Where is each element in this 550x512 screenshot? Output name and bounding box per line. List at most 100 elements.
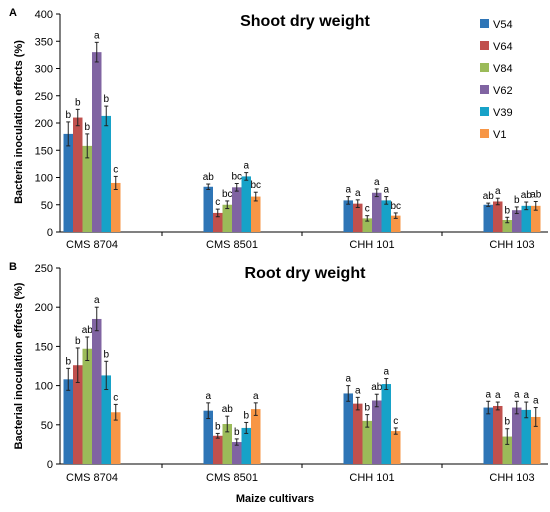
bar (213, 212, 223, 232)
bar (73, 365, 83, 464)
y-tick-label: 50 (41, 420, 53, 432)
bar (241, 176, 251, 232)
bar (512, 407, 522, 464)
bar (362, 218, 372, 232)
significance-label: b (514, 195, 520, 206)
panel-label: B (9, 261, 17, 273)
bar (343, 393, 353, 464)
bar (372, 192, 382, 232)
y-tick-label: 100 (35, 173, 53, 185)
significance-label: b (234, 427, 240, 438)
bar (92, 318, 102, 464)
significance-label: c (393, 416, 398, 427)
bar (381, 200, 391, 232)
legend-label: V64 (493, 41, 513, 53)
bar (73, 117, 83, 232)
y-tick-label: 0 (47, 459, 53, 471)
legend-label: V62 (493, 85, 513, 97)
significance-label: a (94, 30, 100, 41)
bar (531, 205, 541, 232)
significance-label: b (75, 336, 81, 347)
significance-label: a (205, 391, 211, 402)
legend-label: V1 (493, 129, 506, 141)
legend-label: V54 (493, 19, 513, 31)
bar (391, 215, 401, 232)
bar (483, 204, 493, 232)
significance-label: c (215, 197, 220, 208)
significance-label: c (113, 392, 118, 403)
bar (251, 409, 261, 464)
bar (343, 200, 353, 232)
bar (483, 407, 493, 464)
significance-label: a (355, 188, 361, 199)
significance-label: ab (82, 325, 94, 336)
bar (502, 436, 512, 464)
significance-label: ab (203, 172, 215, 183)
significance-label: a (355, 385, 361, 396)
y-tick-label: 50 (41, 200, 53, 212)
significance-label: c (365, 204, 370, 215)
bar (203, 186, 213, 232)
y-tick-label: 300 (35, 64, 53, 76)
significance-label: a (345, 374, 351, 385)
legend-swatch (480, 41, 489, 50)
significance-label: a (514, 389, 520, 400)
bar (222, 204, 232, 232)
significance-label: ab (530, 189, 542, 200)
bar (82, 145, 92, 232)
x-tick-label: CMS 8704 (66, 472, 118, 484)
bar (493, 201, 503, 232)
legend-swatch (480, 19, 489, 28)
significance-label: ab (371, 382, 383, 393)
significance-label: b (75, 97, 81, 108)
significance-label: bc (390, 201, 401, 212)
bar (232, 442, 242, 464)
y-axis-label: Bacteria inoculation effects (%) (13, 40, 25, 204)
x-tick-label: CHH 101 (349, 239, 394, 251)
significance-label: a (495, 186, 501, 197)
legend-swatch (480, 63, 489, 72)
legend-label: V39 (493, 107, 513, 119)
significance-label: b (215, 421, 221, 432)
significance-label: a (383, 185, 389, 196)
bar (63, 379, 73, 464)
significance-label: b (243, 410, 249, 421)
bar (521, 409, 531, 464)
bar (251, 196, 261, 232)
bar (111, 412, 121, 464)
significance-label: a (383, 367, 389, 378)
significance-label: b (364, 403, 370, 414)
bar (101, 375, 111, 464)
x-axis-label: Maize cultivars (236, 493, 314, 505)
significance-label: b (65, 110, 71, 121)
y-tick-label: 100 (35, 381, 53, 393)
bar (502, 220, 512, 232)
bar (521, 205, 531, 232)
legend-swatch (480, 107, 489, 116)
y-tick-label: 250 (35, 263, 53, 275)
x-tick-label: CHH 103 (489, 472, 534, 484)
significance-label: b (504, 205, 510, 216)
significance-label: a (533, 396, 539, 407)
bar (372, 400, 382, 464)
significance-label: a (495, 390, 501, 401)
significance-label: ab (521, 190, 533, 201)
significance-label: a (523, 390, 529, 401)
significance-label: ab (222, 404, 234, 415)
legend-swatch (480, 129, 489, 138)
significance-label: b (65, 356, 71, 367)
y-tick-label: 150 (35, 145, 53, 157)
bar (111, 182, 121, 232)
significance-label: b (84, 122, 90, 133)
bar (493, 405, 503, 464)
legend-swatch (480, 85, 489, 94)
chart-title: Shoot dry weight (240, 13, 370, 30)
bar (362, 420, 372, 464)
bar (63, 133, 73, 232)
bar (241, 427, 251, 464)
significance-label: c (113, 164, 118, 175)
bar (213, 435, 223, 464)
y-tick-label: 200 (35, 302, 53, 314)
bar (512, 210, 522, 232)
